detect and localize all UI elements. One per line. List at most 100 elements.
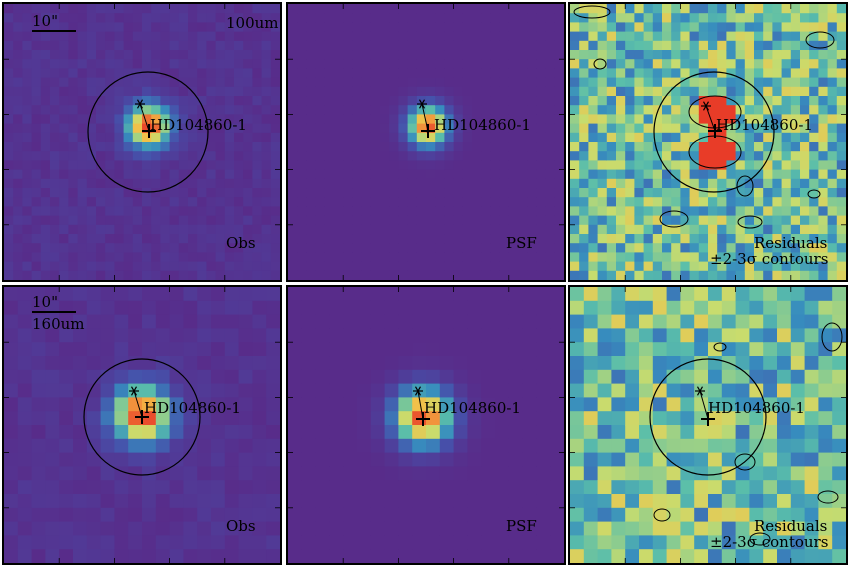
map-pixel (343, 13, 353, 23)
map-pixel (132, 4, 143, 14)
map-pixel (252, 40, 263, 51)
map-pixel (380, 270, 390, 280)
map-pixel (211, 480, 226, 495)
map-pixel (306, 197, 317, 207)
map-pixel (22, 215, 33, 226)
map-pixel (597, 234, 608, 244)
map-pixel (698, 188, 709, 198)
map-pixel (270, 142, 280, 152)
map-pixel (726, 197, 737, 207)
map-pixel (495, 507, 510, 523)
map-pixel (832, 480, 846, 495)
map-pixel (625, 521, 640, 536)
map-pixel (583, 328, 599, 343)
map-pixel (306, 114, 317, 125)
map-pixel (680, 224, 691, 235)
map-pixel (536, 438, 551, 454)
map-pixel (188, 105, 198, 115)
map-pixel (634, 77, 645, 88)
map-pixel (689, 40, 700, 51)
map-pixel (169, 535, 184, 550)
map-pixel (288, 86, 298, 97)
map-pixel (790, 123, 801, 134)
map-pixel (169, 77, 180, 88)
map-pixel (178, 59, 189, 69)
map-pixel (717, 178, 727, 189)
map-pixel (215, 224, 226, 235)
map-pixel (31, 59, 42, 69)
map-pixel (334, 270, 344, 280)
map-pixel (105, 215, 115, 226)
map-pixel (726, 4, 737, 14)
map-pixel (234, 31, 244, 42)
obs-map-160um (4, 287, 280, 563)
map-pixel (662, 31, 672, 42)
residual-map-100um (570, 4, 846, 280)
map-pixel (343, 466, 358, 481)
map-pixel (781, 206, 792, 217)
map-pixel (105, 132, 115, 143)
map-pixel (444, 132, 455, 143)
map-pixel (68, 261, 79, 272)
map-pixel (662, 123, 672, 134)
map-pixel (453, 13, 464, 23)
map-pixel (188, 31, 198, 42)
map-pixel (301, 328, 317, 343)
map-pixel (188, 215, 198, 226)
map-pixel (50, 142, 60, 152)
map-pixel (155, 549, 171, 563)
map-pixel (726, 105, 737, 115)
map-pixel (721, 300, 737, 316)
map-pixel (426, 206, 436, 217)
map-pixel (508, 314, 524, 329)
map-pixel (197, 549, 212, 563)
map-pixel (726, 169, 737, 180)
map-pixel (800, 96, 810, 106)
map-pixel (777, 383, 792, 398)
map-pixel (389, 188, 399, 198)
map-pixel (105, 270, 115, 280)
map-pixel (680, 438, 695, 454)
map-pixel (288, 342, 303, 357)
map-pixel (721, 535, 737, 550)
map-pixel (234, 86, 244, 97)
map-pixel (435, 96, 445, 106)
map-pixel (597, 13, 608, 23)
map-pixel (197, 31, 207, 42)
map-pixel (178, 50, 189, 60)
map-pixel (708, 4, 718, 14)
map-pixel (749, 342, 764, 357)
map-pixel (243, 68, 253, 79)
map-pixel (40, 234, 51, 244)
map-pixel (370, 287, 386, 302)
map-pixel (380, 206, 390, 217)
map-pixel (252, 86, 263, 97)
map-pixel (324, 224, 335, 235)
map-pixel (836, 96, 846, 106)
map-pixel (518, 114, 528, 125)
map-pixel (343, 397, 358, 412)
map-pixel (100, 383, 115, 398)
map-pixel (398, 13, 409, 23)
map-pixel (40, 261, 51, 272)
map-pixel (439, 480, 455, 495)
map-pixel (306, 31, 317, 42)
map-pixel (142, 314, 157, 329)
map-pixel (508, 105, 519, 115)
map-pixel (735, 397, 750, 412)
map-pixel (508, 328, 524, 343)
map-pixel (708, 206, 718, 217)
map-pixel (389, 40, 399, 51)
map-pixel (169, 300, 184, 316)
map-pixel (416, 178, 427, 189)
map-pixel (643, 77, 654, 88)
map-pixel (579, 105, 589, 115)
map-pixel (809, 86, 819, 97)
map-pixel (324, 96, 335, 106)
map-pixel (652, 169, 663, 180)
map-pixel (412, 328, 427, 343)
map-pixel (188, 50, 198, 60)
map-pixel (22, 261, 33, 272)
map-pixel (4, 270, 14, 280)
map-pixel (652, 397, 668, 412)
